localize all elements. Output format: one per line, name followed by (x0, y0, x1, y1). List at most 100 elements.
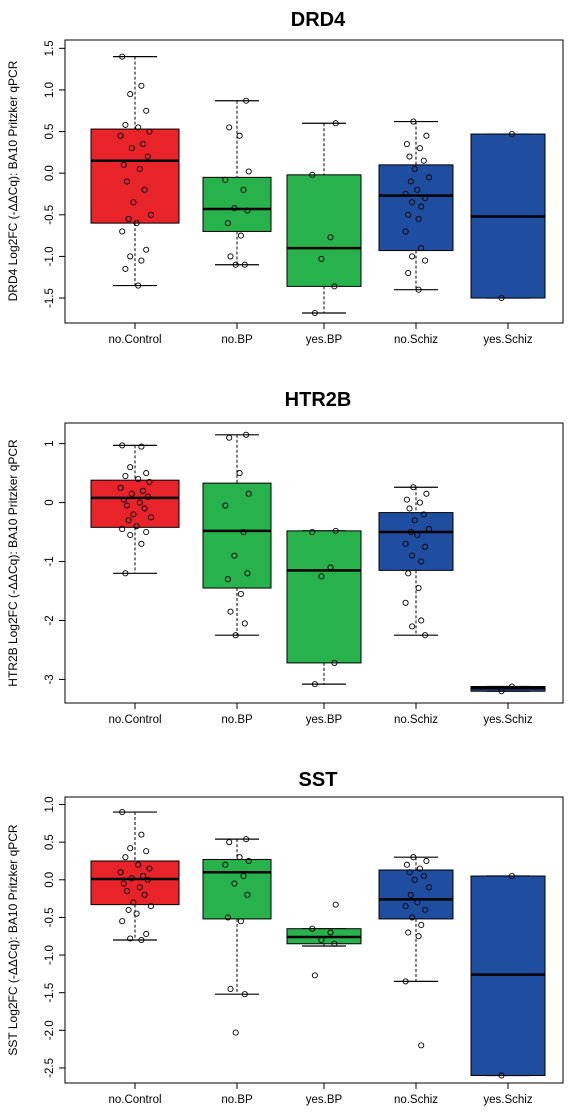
x-tick-label: no.BP (221, 334, 253, 346)
data-point (127, 91, 134, 98)
data-point (416, 499, 423, 506)
box-no.BP (202, 97, 272, 268)
data-point (406, 153, 413, 160)
data-point (423, 857, 430, 865)
data-point (146, 478, 153, 485)
data-point (409, 253, 416, 260)
data-point (403, 496, 410, 503)
data-point (144, 876, 151, 883)
chart-title: DRD4 (291, 9, 346, 31)
data-point (119, 228, 126, 235)
data-point (135, 475, 142, 483)
data-point (135, 282, 142, 289)
data-point (232, 1029, 239, 1036)
chart-panel-2: SST SST Log2FC (-ΔΔCq): BA10 Pritzker qPC… (6, 769, 564, 1106)
data-point (406, 505, 413, 512)
data-point (422, 543, 429, 550)
y-tick-label: 1.0 (44, 82, 56, 98)
y-tick-label: -0.5 (44, 205, 56, 225)
data-point (422, 632, 429, 639)
data-point (409, 552, 416, 559)
data-point (498, 294, 505, 302)
y-tick-label: -0.5 (44, 908, 56, 928)
data-point (418, 245, 425, 252)
data-point (146, 865, 153, 872)
data-point (139, 872, 147, 880)
box-yes.Schiz (470, 131, 546, 302)
data-point (414, 899, 421, 906)
data-point (123, 178, 131, 185)
data-point (311, 972, 318, 979)
data-point (119, 809, 126, 816)
data-point (418, 921, 425, 928)
data-point (405, 270, 412, 277)
y-axis-label: SST Log2FC (-ΔΔCq): BA10 Pritzker qPCR (6, 824, 20, 1056)
box-no.Control (90, 53, 180, 289)
data-point (125, 517, 132, 524)
x-tick-label: yes.Schiz (483, 1094, 532, 1106)
box-no.Schiz (378, 484, 454, 639)
data-point (422, 195, 429, 202)
data-point (128, 490, 135, 497)
box-no.BP (202, 836, 272, 1036)
data-point (232, 632, 239, 639)
data-point (127, 253, 134, 260)
data-point (222, 176, 229, 183)
box-yes.BP (286, 901, 362, 979)
y-tick-label: -2.5 (44, 1058, 56, 1078)
data-point (122, 265, 129, 272)
data-point (245, 490, 252, 497)
data-point (128, 875, 135, 882)
data-point (311, 309, 318, 317)
data-point (402, 978, 409, 985)
data-point (119, 53, 126, 60)
y-tick-label: 0.0 (44, 872, 56, 888)
data-point (147, 903, 155, 910)
data-point (123, 502, 131, 509)
data-point (331, 283, 338, 290)
y-tick-label: -1.5 (44, 288, 56, 308)
data-point (416, 145, 423, 152)
data-point (117, 132, 124, 139)
chart-title: HTR2B (285, 389, 352, 411)
data-point (243, 836, 250, 843)
data-point (410, 118, 417, 125)
data-point (409, 199, 416, 206)
data-point (232, 261, 239, 268)
x-tick-label: yes.BP (306, 714, 343, 726)
data-point (508, 872, 515, 880)
data-point (143, 529, 150, 536)
data-point (425, 884, 433, 891)
data-point (245, 168, 252, 175)
x-tick-label: yes.BP (306, 334, 343, 346)
data-point (311, 681, 318, 688)
data-point (136, 884, 143, 891)
data-point (241, 991, 248, 998)
box-yes.Schiz (470, 683, 546, 695)
box-body (202, 176, 272, 232)
data-point (423, 490, 430, 497)
data-point (245, 857, 252, 865)
data-point (407, 529, 414, 536)
y-tick-label: 1.5 (44, 40, 56, 56)
data-point (415, 933, 422, 940)
data-point (237, 590, 244, 597)
x-tick-label: no.Schiz (394, 714, 438, 726)
data-point (127, 845, 134, 852)
data-point (143, 107, 150, 114)
data-point (138, 443, 145, 450)
data-point (402, 228, 409, 235)
data-point (332, 120, 339, 127)
y-tick-label: 1.0 (44, 797, 56, 813)
data-point (147, 211, 155, 218)
data-point (422, 257, 429, 264)
data-point (144, 153, 151, 160)
box-no.BP (202, 431, 272, 639)
box-yes.BP (286, 120, 362, 317)
data-point (409, 623, 416, 630)
box-body (286, 530, 362, 664)
x-tick-label: no.BP (221, 1094, 253, 1106)
data-point (224, 576, 231, 583)
data-point (120, 161, 127, 168)
data-point (332, 901, 339, 908)
